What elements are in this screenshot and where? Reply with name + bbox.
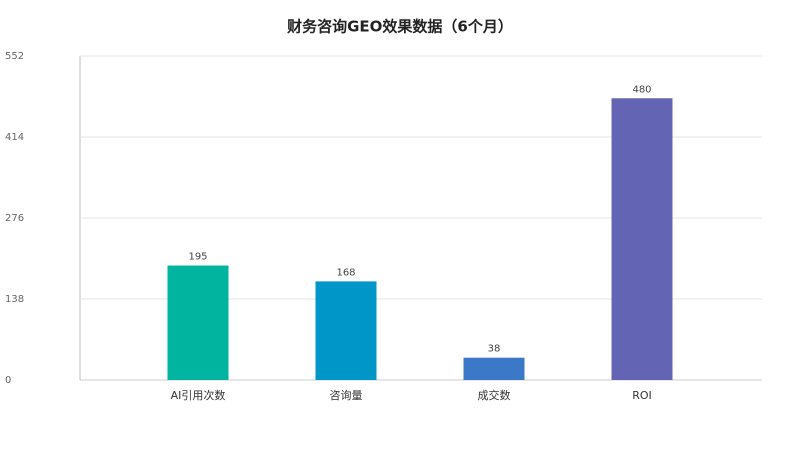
bar (315, 281, 377, 380)
value-label: 168 (336, 267, 355, 278)
bar (463, 357, 525, 380)
value-label: 480 (632, 84, 651, 95)
y-tick-label: 552 (5, 51, 24, 62)
value-label: 38 (488, 344, 501, 355)
y-tick-label: 414 (5, 132, 24, 143)
x-tick-label: AI引用次数 (171, 388, 226, 402)
chart-title: 财务咨询GEO效果数据（6个月） (287, 18, 513, 36)
y-tick-label: 276 (5, 213, 24, 224)
bar (167, 265, 229, 380)
bar (611, 98, 673, 381)
x-tick-label: 成交数 (478, 388, 511, 402)
value-label: 195 (188, 252, 207, 263)
y-tick-label: 138 (5, 294, 24, 305)
y-tick-label: 0 (5, 375, 11, 386)
x-tick-label: ROI (632, 389, 652, 402)
x-tick-label: 咨询量 (330, 388, 363, 402)
